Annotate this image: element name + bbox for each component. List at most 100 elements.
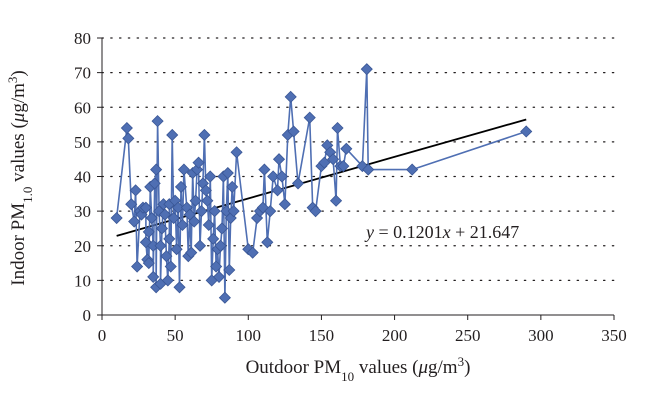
data-point-86 bbox=[271, 184, 284, 197]
tick-labels: 0 50 100 150 200 250 300 350 0 10 20 30 40 50 60 70 80 bbox=[74, 29, 627, 345]
data-point-67 bbox=[215, 222, 229, 235]
data-point-40 bbox=[174, 180, 188, 193]
x-tick-label-50: 50 bbox=[167, 326, 184, 345]
data-point-91 bbox=[284, 90, 297, 103]
data-point-56 bbox=[199, 184, 212, 197]
data-point-35 bbox=[167, 211, 180, 225]
data-point-0 bbox=[110, 211, 123, 225]
data-point-85 bbox=[267, 170, 280, 183]
data-point-61 bbox=[207, 232, 220, 245]
data-point-39 bbox=[173, 281, 186, 294]
trendline-layer bbox=[116, 118, 527, 237]
y-tick-label-80: 80 bbox=[74, 29, 91, 48]
data-point-66 bbox=[214, 239, 227, 252]
data-point-20 bbox=[150, 163, 163, 176]
data-point-22 bbox=[151, 115, 164, 128]
data-point-55 bbox=[198, 128, 211, 142]
data-point-3 bbox=[125, 198, 138, 211]
data-point-2 bbox=[122, 132, 135, 145]
y-tick-label-60: 60 bbox=[74, 98, 91, 117]
grid-lines bbox=[101, 37, 615, 282]
data-point-101 bbox=[327, 153, 340, 166]
x-title-sup: 3 bbox=[458, 354, 465, 369]
data-point-76 bbox=[230, 146, 243, 159]
data-point-94 bbox=[303, 111, 316, 124]
x-title-mu: μ bbox=[417, 357, 428, 378]
eq-y: y bbox=[364, 222, 374, 242]
y-title-pre: Indoor PM bbox=[8, 203, 29, 286]
data-point-46 bbox=[185, 246, 198, 259]
x-tick-label-0: 0 bbox=[98, 326, 107, 345]
data-point-37 bbox=[170, 243, 183, 256]
data-point-102 bbox=[329, 194, 343, 207]
data-point-74 bbox=[226, 180, 239, 193]
data-point-110 bbox=[406, 163, 419, 176]
data-point-62 bbox=[208, 205, 221, 218]
x-axis-title: Outdoor PM10 values (μg/m3) bbox=[246, 354, 471, 384]
data-point-59 bbox=[204, 170, 217, 183]
data-point-14 bbox=[142, 256, 155, 270]
data-point-5 bbox=[129, 184, 142, 197]
data-point-98 bbox=[318, 156, 331, 169]
data-point-103 bbox=[331, 121, 344, 135]
data-point-111 bbox=[520, 125, 533, 138]
data-point-49 bbox=[189, 194, 202, 207]
data-point-58 bbox=[202, 218, 215, 232]
x-title-unit: g/m bbox=[428, 357, 458, 378]
trendline bbox=[116, 118, 527, 237]
y-tick-label-70: 70 bbox=[74, 64, 91, 83]
series-layer bbox=[110, 63, 533, 304]
y-tick-label-30: 30 bbox=[74, 202, 91, 221]
data-point-83 bbox=[261, 236, 274, 249]
data-point-29 bbox=[160, 250, 173, 263]
data-point-10 bbox=[139, 201, 152, 214]
y-title-post: values ( bbox=[8, 122, 29, 186]
x-title-post: values ( bbox=[354, 357, 418, 378]
data-point-26 bbox=[155, 222, 169, 235]
x-title-sub: 10 bbox=[341, 369, 354, 384]
y-tick-label-50: 50 bbox=[74, 133, 91, 152]
data-point-28 bbox=[158, 208, 171, 221]
data-point-72 bbox=[223, 263, 236, 277]
data-point-109 bbox=[362, 163, 375, 176]
y-title-sub: 1.0 bbox=[20, 187, 35, 203]
data-point-96 bbox=[309, 205, 322, 218]
data-point-87 bbox=[272, 153, 286, 166]
data-point-69 bbox=[218, 291, 231, 304]
data-point-57 bbox=[201, 194, 214, 207]
y-title-unit: g/m bbox=[8, 83, 29, 113]
data-point-13 bbox=[142, 225, 155, 238]
x-tick-label-350: 350 bbox=[601, 326, 627, 345]
y-tick-label-10: 10 bbox=[74, 271, 91, 290]
x-tick-label-250: 250 bbox=[455, 326, 481, 345]
eq-x: x bbox=[442, 222, 451, 242]
x-tick-label-200: 200 bbox=[382, 326, 408, 345]
y-tick-label-20: 20 bbox=[74, 237, 91, 256]
series-line bbox=[115, 68, 527, 299]
data-point-106 bbox=[340, 142, 353, 155]
data-point-71 bbox=[221, 166, 234, 180]
data-point-42 bbox=[177, 163, 190, 176]
data-point-88 bbox=[275, 170, 288, 183]
eq-intercept: + 21.647 bbox=[451, 222, 520, 242]
y-tick-label-40: 40 bbox=[74, 168, 91, 187]
data-point-53 bbox=[195, 205, 208, 218]
y-title-end: ) bbox=[8, 70, 29, 76]
x-tick-label-100: 100 bbox=[236, 326, 262, 345]
data-point-4 bbox=[128, 215, 141, 228]
data-point-75 bbox=[227, 205, 240, 218]
x-tick-label-150: 150 bbox=[309, 326, 335, 345]
eq-slope: = 0.1201 bbox=[374, 222, 443, 242]
x-title-pre: Outdoor PM bbox=[246, 357, 342, 378]
data-point-33 bbox=[164, 260, 177, 273]
y-title-sup: 3 bbox=[5, 77, 20, 84]
data-point-65 bbox=[212, 270, 226, 283]
data-point-51 bbox=[192, 156, 205, 169]
x-tick-label-300: 300 bbox=[528, 326, 554, 345]
y-title-mu: μ bbox=[8, 113, 29, 124]
data-point-24 bbox=[154, 239, 167, 252]
y-tick-label-0: 0 bbox=[83, 306, 92, 325]
axes bbox=[97, 37, 615, 320]
data-point-78 bbox=[246, 246, 259, 259]
